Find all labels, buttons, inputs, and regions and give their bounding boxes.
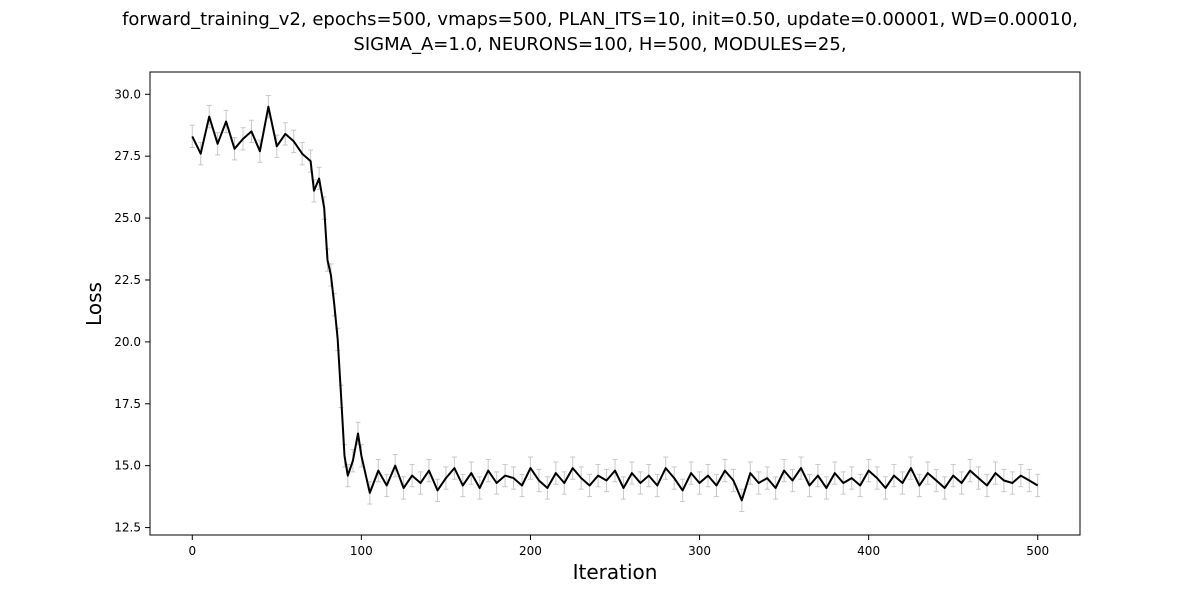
x-tick-label: 300 — [688, 544, 711, 558]
y-axis-label: Loss — [82, 282, 106, 326]
series-lines — [191, 105, 1039, 502]
y-tick-label: 12.5 — [114, 521, 141, 535]
x-tick-label: 200 — [519, 544, 542, 558]
y-tick-label: 15.0 — [114, 459, 141, 473]
x-axis-label: Iteration — [573, 560, 658, 584]
y-tick-label: 27.5 — [114, 149, 141, 163]
y-tick-label: 17.5 — [114, 397, 141, 411]
chart-title-line-2: SIGMA_A=1.0, NEURONS=100, H=500, MODULES… — [353, 34, 847, 55]
x-axis-ticks: 0 100 200 300 400 500 — [188, 535, 1049, 558]
x-tick-label: 500 — [1026, 544, 1049, 558]
y-axis-ticks: 12.5 15.0 17.5 20.0 22.5 25.0 27.5 30.0 — [114, 87, 150, 535]
y-tick-label: 20.0 — [114, 335, 141, 349]
error-bar — [189, 124, 195, 149]
x-tick-label: 400 — [857, 544, 880, 558]
plot-frame — [149, 71, 1081, 536]
y-tick-label: 22.5 — [114, 273, 141, 287]
y-tick-label: 25.0 — [114, 211, 141, 225]
x-tick-label: 100 — [350, 544, 373, 558]
series-line-0 — [191, 105, 1039, 502]
error-bars — [189, 95, 1041, 512]
error-bar — [1035, 473, 1041, 498]
x-tick-label: 0 — [188, 544, 196, 558]
y-tick-label: 30.0 — [114, 87, 141, 101]
chart-title-line-1: forward_training_v2, epochs=500, vmaps=5… — [122, 9, 1078, 30]
